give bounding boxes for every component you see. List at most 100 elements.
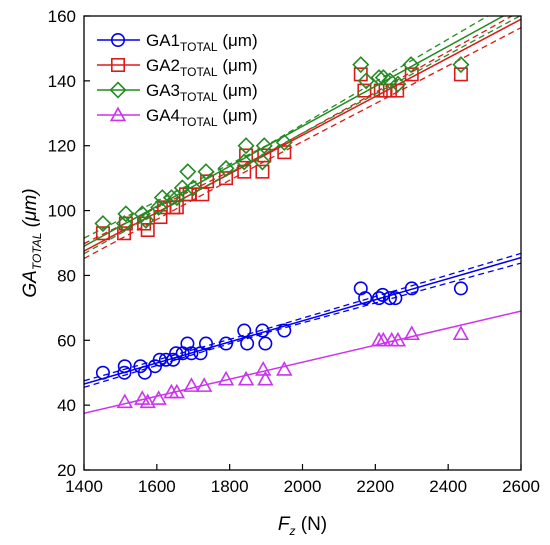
series-3-ci-upper xyxy=(84,16,490,239)
series-3-point-1 xyxy=(94,215,112,233)
series-3-point-24 xyxy=(381,72,399,90)
y-tick-label-120: 120 xyxy=(48,137,76,156)
series-2-point-21 xyxy=(357,83,372,98)
x-tick-label-2000: 2000 xyxy=(284,477,322,496)
series-1-point-28 xyxy=(404,281,419,296)
series-3-point-17 xyxy=(253,153,271,171)
legend-item-2-marker xyxy=(111,57,126,72)
y-tick-label-160: 160 xyxy=(48,7,76,26)
series-1-point-10 xyxy=(169,346,184,361)
series-4-point-13 xyxy=(276,361,293,376)
x-tick-label-1600: 1600 xyxy=(138,477,176,496)
series-3-point-15 xyxy=(235,153,253,171)
series-4-point-8 xyxy=(196,377,213,392)
y-tick-label-60: 60 xyxy=(57,331,76,350)
series-1-point-21 xyxy=(277,323,292,338)
series-3-point-5 xyxy=(137,211,155,229)
legend-item-1-label: GA1TOTAL (μm) xyxy=(146,31,258,54)
series-3-point-12 xyxy=(184,179,202,197)
series-1-point-15 xyxy=(198,336,213,351)
series-2-point-9 xyxy=(169,200,184,215)
series-2-point-25 xyxy=(390,83,405,98)
series-1-point-7 xyxy=(152,352,167,367)
y-tick-label-140: 140 xyxy=(48,72,76,91)
series-3-point-20 xyxy=(352,56,370,74)
series-3-point-11 xyxy=(179,163,197,181)
series-3-point-3 xyxy=(117,205,135,223)
series-3-point-14 xyxy=(217,159,235,177)
series-3-point-8 xyxy=(162,189,180,207)
series-3-point-18 xyxy=(255,137,273,155)
series-2-point-17 xyxy=(255,164,270,179)
series-1-point-27 xyxy=(388,291,403,306)
series-3-point-22 xyxy=(370,69,388,87)
x-tick-label-2400: 2400 xyxy=(429,477,467,496)
legend-item-4-marker xyxy=(109,106,127,122)
series-1-point-9 xyxy=(166,352,181,367)
series-3-point-6 xyxy=(150,198,168,216)
series-2-point-16 xyxy=(239,148,254,163)
series-1-point-16 xyxy=(219,336,234,351)
series-4-point-17 xyxy=(389,331,407,347)
legend-item-3-marker xyxy=(109,81,127,99)
x-tick-label-1800: 1800 xyxy=(211,477,249,496)
series-1-point-26 xyxy=(382,291,397,306)
series-2-point-19 xyxy=(277,145,292,160)
series-4-point-7 xyxy=(183,377,200,392)
series-3-point-26 xyxy=(402,56,420,74)
x-axis-label: Fz (N) xyxy=(278,514,327,538)
series-2-point-26 xyxy=(404,67,419,82)
series-4-point-4 xyxy=(150,390,167,405)
series-3-point-25 xyxy=(389,75,407,93)
series-2-point-27 xyxy=(453,67,468,82)
series-3-ci-lower xyxy=(84,16,521,255)
y-tick-label-80: 80 xyxy=(57,266,76,285)
series-4-point-19 xyxy=(452,325,470,341)
series-4-point-15 xyxy=(375,331,392,347)
series-3-fit-line xyxy=(84,16,505,247)
series-2-point-6 xyxy=(153,210,168,225)
y-tick-label-20: 20 xyxy=(57,461,76,480)
series-3-point-16 xyxy=(237,137,255,155)
series-4-point-1 xyxy=(116,393,133,409)
y-tick-label-40: 40 xyxy=(57,396,76,415)
series-1-point-1 xyxy=(95,365,110,380)
series-4-point-10 xyxy=(237,370,255,386)
series-2-point-2 xyxy=(117,226,132,241)
series-4-point-3 xyxy=(139,393,156,409)
series-1-ci-upper xyxy=(84,252,521,382)
legend-item-1-marker xyxy=(111,32,126,47)
series-1-point-5 xyxy=(137,365,152,380)
axes: 1400 1600 1800 2000 2200 2400 2600 20 40 60 80 100 1… xyxy=(20,7,540,538)
y-axis-label: GATOTAL (μm) xyxy=(20,188,44,297)
series-1-point-2 xyxy=(117,365,132,380)
series-1-point-24 xyxy=(371,291,386,306)
series-2-point-5 xyxy=(140,223,155,238)
series-2-point-18 xyxy=(257,148,272,163)
series-1-fit-line xyxy=(84,256,521,385)
series-1-point-23 xyxy=(358,291,373,306)
series-1-point-13 xyxy=(184,346,199,361)
series-1-point-19 xyxy=(255,323,270,338)
series-1-point-20 xyxy=(258,336,273,351)
x-tick-label-2200: 2200 xyxy=(356,477,394,496)
series-1-ci-lower xyxy=(84,262,521,388)
series-3-point-2 xyxy=(115,215,133,233)
series-1-point-12 xyxy=(180,336,195,351)
series-4-point-9 xyxy=(217,370,235,386)
series-2-ci-upper xyxy=(84,16,514,245)
series-4-point-12 xyxy=(257,370,274,386)
series-1-point-3 xyxy=(117,359,132,374)
series-1-point-17 xyxy=(237,323,252,338)
series-3-point-13 xyxy=(197,163,215,181)
legend: GA1TOTAL (μm)GA2TOTAL (μm)GA3TOTAL (μm)G… xyxy=(97,31,258,129)
series-3-point-19 xyxy=(275,133,293,152)
legend-item-3-label: GA3TOTAL (μm) xyxy=(146,81,258,104)
x-tick-label-2600: 2600 xyxy=(502,477,540,496)
series-1-point-18 xyxy=(240,336,255,351)
series-4-point-6 xyxy=(168,383,186,399)
x-tick-label-1400: 1400 xyxy=(65,477,103,496)
legend-item-2-label: GA2TOTAL (μm) xyxy=(146,56,258,79)
series-1-point-25 xyxy=(375,287,390,302)
